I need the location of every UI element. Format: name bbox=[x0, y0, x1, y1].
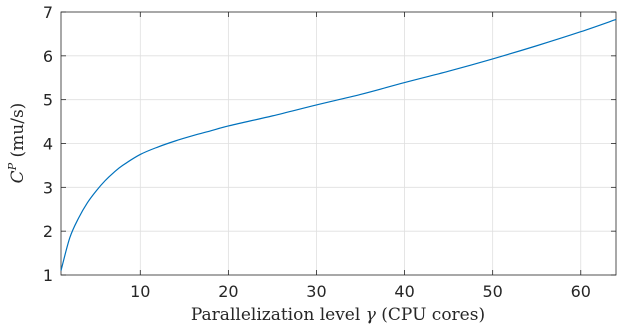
y-axis-label-unit: (mu/s) bbox=[8, 103, 28, 163]
y-tick-label: 1 bbox=[43, 266, 53, 285]
y-axis-label-symbol: C bbox=[8, 170, 28, 183]
x-tick-label: 40 bbox=[394, 282, 414, 301]
x-axis-label-symbol: γ bbox=[366, 305, 377, 325]
y-tick-label: 4 bbox=[43, 135, 53, 154]
y-tick-label: 6 bbox=[43, 47, 53, 66]
ticks bbox=[61, 11, 616, 276]
y-axis-label: CP (mu/s) bbox=[6, 103, 28, 184]
x-tick-label: 20 bbox=[218, 282, 238, 301]
x-axis-label: Parallelization level γ (CPU cores) bbox=[191, 305, 485, 325]
y-tick-label: 7 bbox=[43, 3, 53, 22]
series-line bbox=[60, 18, 617, 271]
x-tick-labels: 10 20 30 40 50 60 bbox=[130, 282, 591, 301]
x-tick-label: 50 bbox=[482, 282, 502, 301]
y-tick-labels: 1 2 3 4 5 6 7 bbox=[43, 3, 53, 285]
y-tick-label: 3 bbox=[43, 178, 53, 197]
x-tick-label: 60 bbox=[571, 282, 591, 301]
y-tick-label: 5 bbox=[43, 91, 53, 110]
x-tick-label: 10 bbox=[130, 282, 150, 301]
x-tick-label: 30 bbox=[306, 282, 326, 301]
y-tick-label: 2 bbox=[43, 222, 53, 241]
x-axis-label-unit: (CPU cores) bbox=[376, 305, 485, 325]
y-axis-label-superscript: P bbox=[6, 162, 19, 171]
x-axis-label-text: Parallelization level bbox=[191, 305, 366, 325]
